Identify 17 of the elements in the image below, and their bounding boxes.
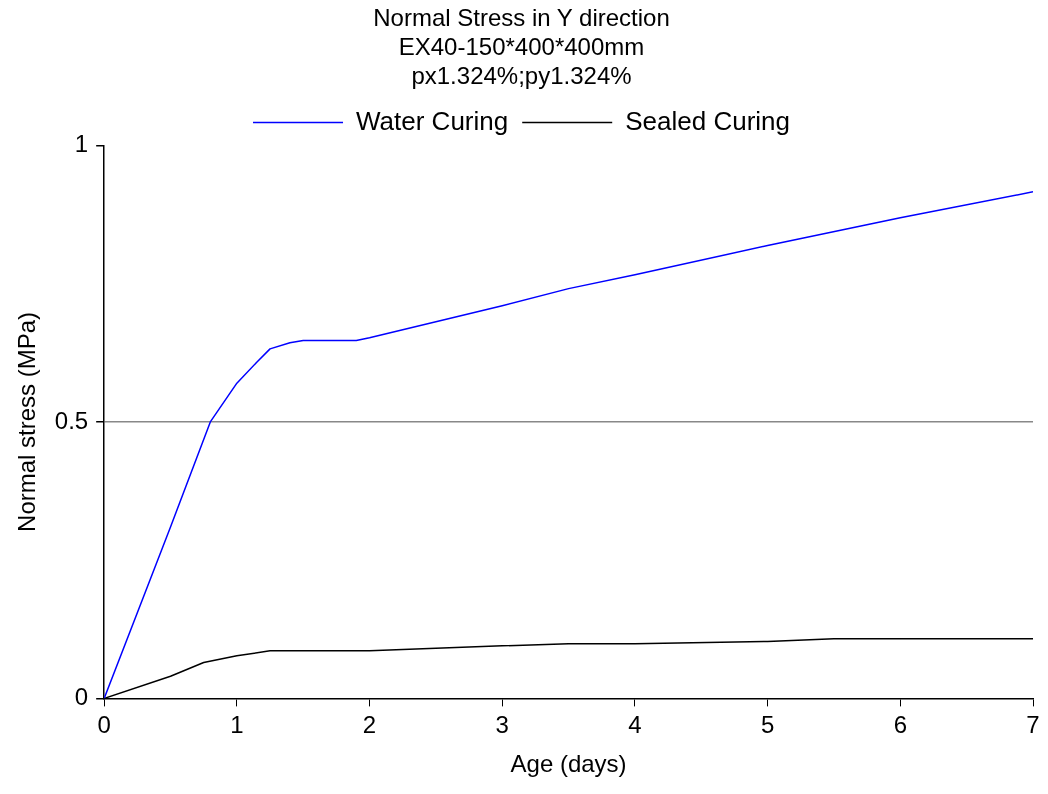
legend-label: Water Curing [356,105,509,136]
x-tick-label: 3 [495,711,509,739]
x-axis-title: Age (days) [510,750,627,778]
chart-subtitle: EX40-150*400*400mm px1.324%;py1.324% [398,32,645,89]
x-tick-label: 2 [362,711,377,739]
legend-label: Sealed Curing [625,105,790,136]
y-axis-title: Normal stress (MPa) [13,311,41,532]
x-tick-label: 6 [893,711,907,739]
y-tick-label: 0.5 [54,406,89,434]
x-tick-label: 0 [97,711,111,739]
chart-title: Normal Stress in Y direction [373,4,670,32]
x-tick-label: 4 [628,711,642,739]
x-tick-label: 1 [230,711,244,739]
x-tick-label: 7 [1026,711,1040,739]
x-tick-label: 5 [760,711,775,739]
y-tick-label: 0 [74,683,89,711]
y-tick-label: 1 [74,130,89,158]
